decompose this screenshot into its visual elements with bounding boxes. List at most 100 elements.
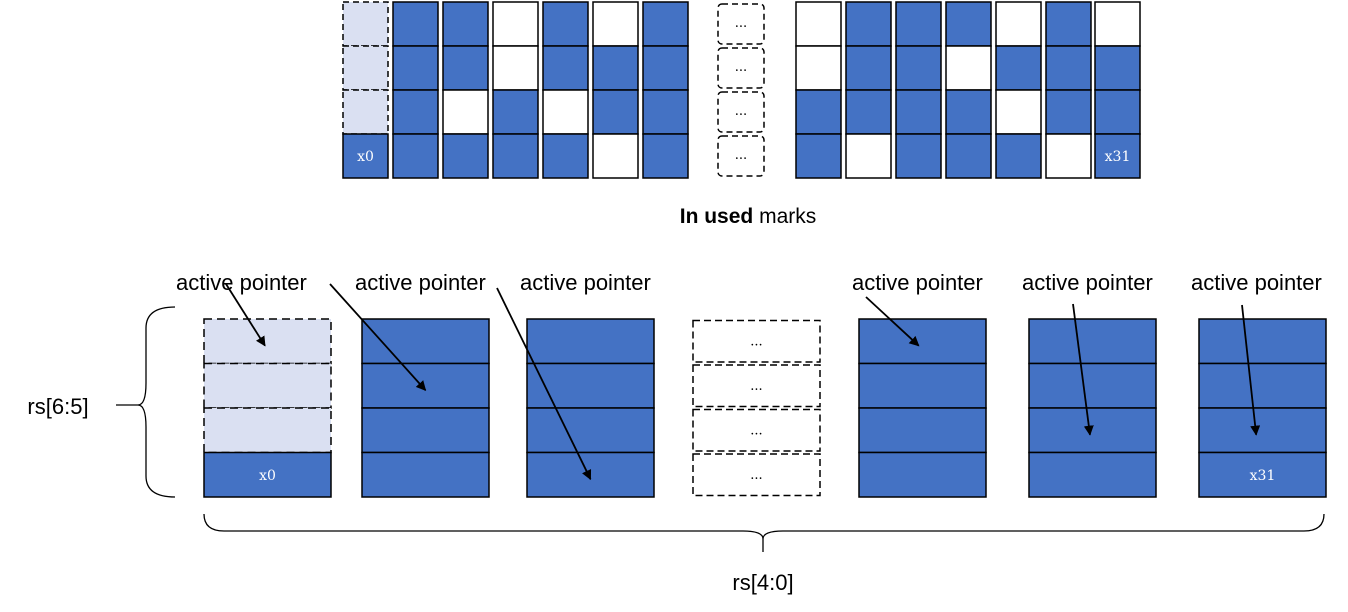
mark-cell-used bbox=[642, 133, 689, 179]
mark-cell-free bbox=[542, 89, 589, 135]
marks-column-10 bbox=[895, 1, 942, 179]
active-pointer-label: active pointer bbox=[1191, 270, 1322, 295]
mark-cell-placeholder bbox=[342, 45, 389, 91]
marks-caption-bold: In used bbox=[680, 205, 754, 228]
register-slot-placeholder bbox=[203, 362, 332, 409]
mark-cell-free bbox=[492, 45, 539, 91]
mark-cell-used bbox=[845, 1, 892, 47]
row-axis-brace bbox=[137, 306, 176, 498]
register-ellipsis-text: ... bbox=[750, 334, 762, 349]
register-slot bbox=[526, 362, 655, 409]
active-pointer-label: active pointer bbox=[520, 270, 651, 295]
mark-cell-free bbox=[995, 89, 1042, 135]
marks-caption: In used marks bbox=[680, 205, 817, 228]
marks-column-11 bbox=[945, 1, 992, 179]
mark-cell-used bbox=[995, 133, 1042, 179]
register-slot-placeholder bbox=[203, 407, 332, 454]
register-slot bbox=[858, 451, 987, 498]
mark-cell-free bbox=[945, 45, 992, 91]
register-ellipsis-text: ... bbox=[750, 423, 762, 438]
register-slot bbox=[1028, 407, 1157, 454]
register-ellipsis-cell bbox=[692, 319, 821, 363]
mark-cell-used bbox=[392, 1, 439, 47]
mark-cell-free bbox=[795, 45, 842, 91]
marks-column-7: ............ bbox=[717, 3, 765, 177]
mark-cell-used bbox=[895, 45, 942, 91]
mark-cell-free bbox=[492, 1, 539, 47]
mark-cell-used bbox=[442, 133, 489, 179]
active-pointer-label: active pointer bbox=[1022, 270, 1153, 295]
register-slot bbox=[858, 318, 987, 365]
mark-cell-used bbox=[895, 89, 942, 135]
active-pointer-arrow bbox=[225, 283, 266, 347]
mark-cell-used bbox=[1094, 45, 1141, 91]
marks-caption-rest: marks bbox=[753, 205, 816, 228]
marks-ellipsis-text: ... bbox=[735, 148, 747, 163]
marks-ellipsis-cell bbox=[717, 135, 765, 177]
mark-cell-used bbox=[895, 1, 942, 47]
marks-column-6 bbox=[642, 1, 689, 179]
mark-cell-used bbox=[945, 133, 992, 179]
marks-column-5 bbox=[592, 1, 639, 179]
register-slot bbox=[1198, 318, 1327, 365]
register-label: x31 bbox=[1250, 468, 1276, 484]
mark-cell-used bbox=[995, 45, 1042, 91]
mark-cell-used bbox=[845, 89, 892, 135]
marks-ellipsis-cell bbox=[717, 47, 765, 89]
register-column-3: ............ bbox=[692, 319, 821, 497]
mark-cell-free bbox=[592, 133, 639, 179]
marks-register-label: x0 bbox=[357, 149, 374, 165]
active-pointer-arrow bbox=[1241, 304, 1261, 436]
in-use-marks-grid: x0............ x31 bbox=[342, 1, 1141, 179]
register-slot bbox=[1028, 451, 1157, 498]
mark-cell-free bbox=[845, 133, 892, 179]
mark-cell-placeholder bbox=[342, 89, 389, 135]
active-pointer-label: active pointer bbox=[355, 270, 486, 295]
mark-cell-used bbox=[895, 133, 942, 179]
mark-cell-free bbox=[1094, 1, 1141, 47]
mark-cell-used bbox=[542, 1, 589, 47]
register-ellipsis-text: ... bbox=[750, 468, 762, 483]
active-pointer-arrow bbox=[496, 287, 592, 481]
mark-cell-used bbox=[945, 1, 992, 47]
register-ellipsis-cell bbox=[692, 453, 821, 497]
mark-cell-used bbox=[945, 89, 992, 135]
marks-column-4 bbox=[542, 1, 589, 179]
mark-cell-used bbox=[845, 45, 892, 91]
register-ellipsis-cell bbox=[692, 408, 821, 452]
marks-column-0: x0 bbox=[342, 1, 389, 179]
register-slot bbox=[526, 318, 655, 365]
mark-cell-used bbox=[642, 1, 689, 47]
active-pointer-arrow bbox=[865, 296, 920, 347]
mark-cell-used bbox=[392, 45, 439, 91]
marks-ellipsis-text: ... bbox=[735, 60, 747, 75]
mark-cell-used bbox=[342, 133, 389, 179]
mark-cell-free bbox=[795, 1, 842, 47]
axis-braces bbox=[116, 306, 1325, 552]
marks-ellipsis-text: ... bbox=[735, 16, 747, 31]
register-column-1 bbox=[361, 318, 490, 498]
register-slot bbox=[361, 451, 490, 498]
register-slot bbox=[1198, 451, 1327, 498]
mark-cell-used bbox=[542, 45, 589, 91]
mark-cell-used bbox=[392, 133, 439, 179]
mark-cell-used bbox=[642, 45, 689, 91]
register-slot bbox=[1198, 362, 1327, 409]
mark-cell-used bbox=[442, 1, 489, 47]
register-slot bbox=[361, 362, 490, 409]
register-column-6: x31 bbox=[1198, 318, 1327, 498]
active-pointer-arrow bbox=[329, 283, 427, 391]
register-slot bbox=[361, 407, 490, 454]
marks-column-12 bbox=[995, 1, 1042, 179]
register-columns: x0............ x31 bbox=[203, 318, 1327, 498]
register-slot bbox=[858, 362, 987, 409]
register-slot bbox=[203, 451, 332, 498]
marks-column-2 bbox=[442, 1, 489, 179]
register-slot bbox=[526, 407, 655, 454]
register-column-2 bbox=[526, 318, 655, 498]
mark-cell-free bbox=[442, 89, 489, 135]
col-axis-brace bbox=[203, 513, 1325, 540]
register-slot bbox=[1028, 362, 1157, 409]
mark-cell-used bbox=[442, 45, 489, 91]
